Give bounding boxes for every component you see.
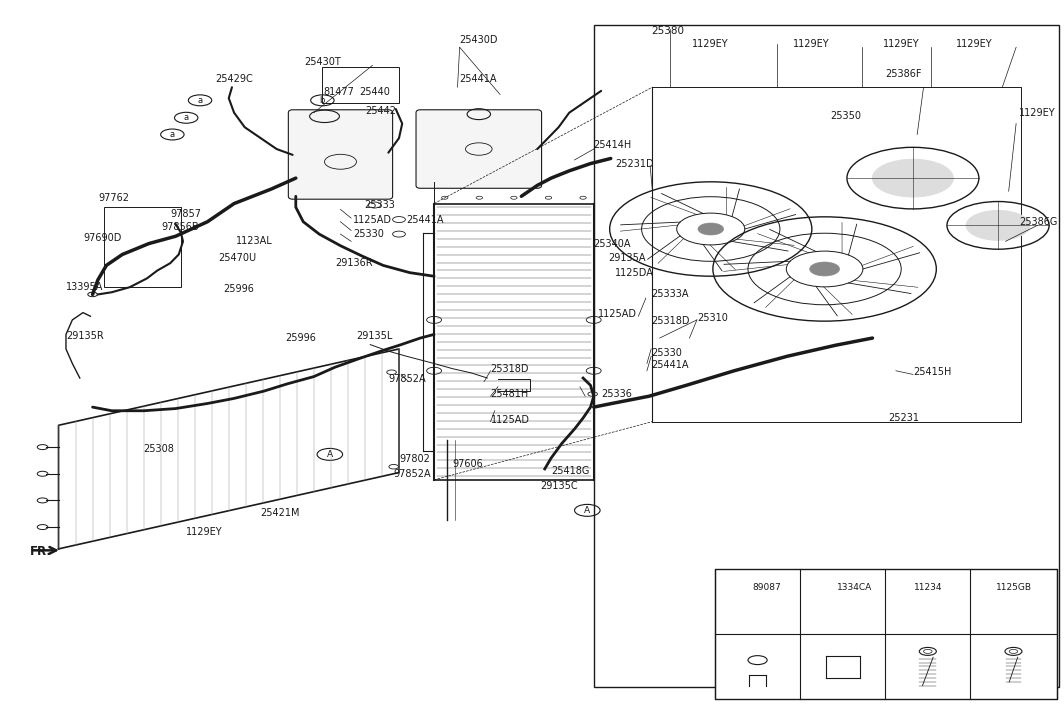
Text: 1125AD: 1125AD bbox=[491, 415, 530, 425]
Text: 25318D: 25318D bbox=[491, 364, 529, 374]
Text: 25231D: 25231D bbox=[615, 158, 653, 169]
Text: 81477: 81477 bbox=[323, 87, 354, 97]
Text: 25330: 25330 bbox=[651, 348, 682, 358]
Text: a: a bbox=[198, 96, 202, 105]
FancyBboxPatch shape bbox=[288, 110, 393, 199]
Text: 25340A: 25340A bbox=[594, 238, 631, 249]
Text: 25430D: 25430D bbox=[460, 35, 498, 45]
Text: 29135L: 29135L bbox=[356, 331, 393, 341]
Text: 29135A: 29135A bbox=[609, 253, 646, 263]
Text: b: b bbox=[820, 583, 827, 592]
Text: 97802: 97802 bbox=[399, 454, 430, 465]
Bar bbox=[322, 67, 399, 103]
Ellipse shape bbox=[966, 211, 1030, 240]
Text: 25414H: 25414H bbox=[594, 140, 632, 150]
Text: 1129EY: 1129EY bbox=[1019, 108, 1055, 118]
Text: FR.: FR. bbox=[30, 545, 52, 558]
Text: a: a bbox=[184, 113, 188, 122]
Text: 13395A: 13395A bbox=[66, 282, 103, 292]
Text: 25350: 25350 bbox=[830, 111, 861, 121]
Text: b: b bbox=[319, 96, 326, 105]
Text: 29136R: 29136R bbox=[335, 258, 372, 268]
Text: 1129EY: 1129EY bbox=[955, 39, 992, 49]
Ellipse shape bbox=[698, 223, 724, 235]
Text: 25310: 25310 bbox=[697, 313, 728, 324]
Text: 29135C: 29135C bbox=[541, 481, 578, 491]
Text: 29135R: 29135R bbox=[66, 331, 103, 341]
Text: a: a bbox=[736, 583, 741, 592]
Text: 25996: 25996 bbox=[223, 284, 254, 294]
Text: 11234: 11234 bbox=[914, 583, 942, 592]
Text: 1129EY: 1129EY bbox=[883, 39, 919, 49]
Text: 25330: 25330 bbox=[353, 229, 384, 239]
Text: 25470U: 25470U bbox=[218, 253, 256, 263]
Text: 25418G: 25418G bbox=[551, 466, 589, 476]
Text: 25481H: 25481H bbox=[491, 389, 529, 399]
Text: 25441A: 25441A bbox=[651, 360, 688, 370]
Text: 1129EY: 1129EY bbox=[186, 527, 222, 537]
Text: 97762: 97762 bbox=[98, 193, 129, 203]
Text: 25415H: 25415H bbox=[913, 367, 951, 377]
Text: 25386F: 25386F bbox=[885, 69, 921, 79]
Text: A: A bbox=[327, 450, 333, 459]
Text: 25231: 25231 bbox=[888, 413, 919, 423]
Text: 97852A: 97852A bbox=[394, 469, 431, 479]
Text: 97856B: 97856B bbox=[162, 222, 199, 232]
Text: 25308: 25308 bbox=[144, 444, 174, 454]
Text: 25441A: 25441A bbox=[460, 73, 497, 84]
Text: 25386G: 25386G bbox=[1019, 217, 1058, 227]
Text: 25441A: 25441A bbox=[406, 214, 444, 225]
Text: 1125DA: 1125DA bbox=[615, 268, 654, 278]
Ellipse shape bbox=[872, 159, 953, 197]
Text: 25336: 25336 bbox=[601, 389, 632, 399]
Text: 1125AD: 1125AD bbox=[598, 309, 637, 319]
Text: 1334CA: 1334CA bbox=[837, 583, 872, 592]
Text: 97857: 97857 bbox=[170, 209, 201, 220]
FancyBboxPatch shape bbox=[416, 110, 542, 188]
Bar bbox=[104, 207, 181, 287]
Text: 25429C: 25429C bbox=[215, 73, 252, 84]
Text: 97690D: 97690D bbox=[83, 233, 121, 244]
Text: 97852A: 97852A bbox=[388, 374, 426, 385]
Bar bbox=[652, 87, 1021, 422]
Bar bbox=[715, 569, 1057, 699]
Text: 25442: 25442 bbox=[365, 105, 396, 116]
Text: 25318D: 25318D bbox=[651, 316, 689, 326]
Text: 89087: 89087 bbox=[752, 583, 781, 592]
Text: 25380: 25380 bbox=[651, 25, 685, 36]
Text: 25996: 25996 bbox=[285, 333, 316, 343]
Text: 1129EY: 1129EY bbox=[692, 39, 728, 49]
Bar bbox=[594, 25, 1059, 687]
Text: 1125AD: 1125AD bbox=[353, 214, 393, 225]
Text: 25333: 25333 bbox=[364, 200, 395, 210]
Text: 25440: 25440 bbox=[360, 87, 390, 97]
Text: 1125GB: 1125GB bbox=[996, 583, 1031, 592]
Text: 25430T: 25430T bbox=[304, 57, 340, 67]
Text: 25421M: 25421M bbox=[261, 507, 300, 518]
Text: a: a bbox=[170, 130, 174, 139]
Ellipse shape bbox=[810, 262, 839, 276]
Text: 1129EY: 1129EY bbox=[793, 39, 829, 49]
Text: 1123AL: 1123AL bbox=[236, 236, 273, 246]
Text: 25333A: 25333A bbox=[651, 289, 688, 300]
Text: 97606: 97606 bbox=[452, 459, 483, 469]
Text: A: A bbox=[584, 506, 591, 515]
